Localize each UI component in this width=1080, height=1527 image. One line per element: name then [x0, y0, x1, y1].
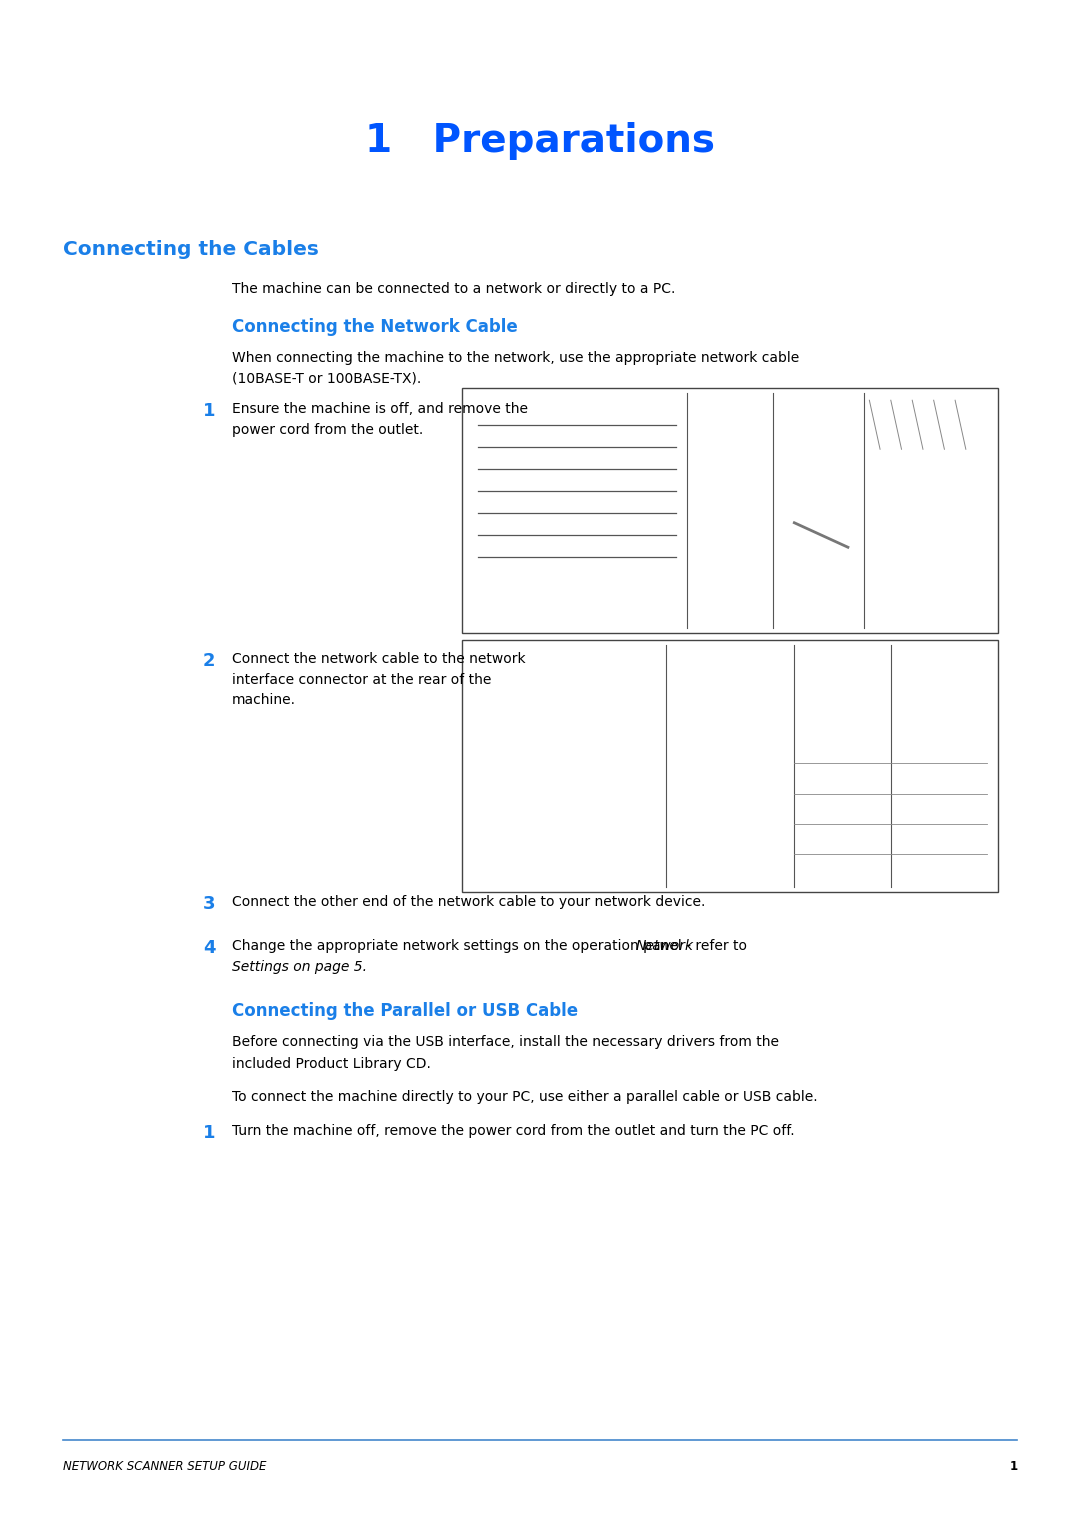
Polygon shape	[526, 736, 634, 796]
Text: 1   Preparations: 1 Preparations	[365, 122, 715, 160]
Text: To connect the machine directly to your PC, use either a parallel cable or USB c: To connect the machine directly to your …	[232, 1090, 818, 1104]
Bar	[676, 724, 730, 753]
Bar	[462, 640, 998, 892]
Text: Settings on page 5.: Settings on page 5.	[232, 960, 367, 974]
Text: Connect the other end of the network cable to your network device.: Connect the other end of the network cab…	[232, 895, 705, 909]
Bar	[462, 388, 998, 634]
Ellipse shape	[842, 522, 960, 608]
Text: 3: 3	[203, 895, 216, 913]
Text: The machine can be connected to a network or directly to a PC.: The machine can be connected to a networ…	[232, 282, 676, 296]
Text: interface connector at the rear of the: interface connector at the rear of the	[232, 673, 491, 687]
Text: machine.: machine.	[232, 693, 296, 707]
Text: 1: 1	[1009, 1460, 1017, 1474]
FancyArrow shape	[639, 756, 676, 776]
Text: Turn the machine off, remove the power cord from the outlet and turn the PC off.: Turn the machine off, remove the power c…	[232, 1124, 795, 1138]
Text: power cord from the outlet.: power cord from the outlet.	[232, 423, 423, 437]
Text: included Product Library CD.: included Product Library CD.	[232, 1057, 431, 1070]
Text: Before connecting via the USB interface, install the necessary drivers from the: Before connecting via the USB interface,…	[232, 1035, 779, 1049]
Text: 1: 1	[203, 1124, 216, 1142]
Text: Network: Network	[635, 939, 693, 953]
Bar	[779, 478, 815, 547]
Text: NETWORK SCANNER SETUP GUIDE: NETWORK SCANNER SETUP GUIDE	[63, 1460, 266, 1474]
Bar	[676, 774, 730, 803]
Text: (10BASE-T or 100BASE-TX).: (10BASE-T or 100BASE-TX).	[232, 371, 421, 385]
Text: Change the appropriate network settings on the operation panel - refer to: Change the appropriate network settings …	[232, 939, 752, 953]
Text: 4: 4	[203, 939, 216, 957]
Text: Connect the network cable to the network: Connect the network cable to the network	[232, 652, 526, 666]
Text: Ensure the machine is off, and remove the: Ensure the machine is off, and remove th…	[232, 402, 528, 415]
Text: 2: 2	[203, 652, 216, 670]
Text: 1: 1	[203, 402, 216, 420]
Text: Connecting the Network Cable: Connecting the Network Cable	[232, 318, 518, 336]
Text: Connecting the Cables: Connecting the Cables	[63, 240, 319, 258]
Text: Connecting the Parallel or USB Cable: Connecting the Parallel or USB Cable	[232, 1002, 578, 1020]
Text: When connecting the machine to the network, use the appropriate network cable: When connecting the machine to the netwo…	[232, 351, 799, 365]
